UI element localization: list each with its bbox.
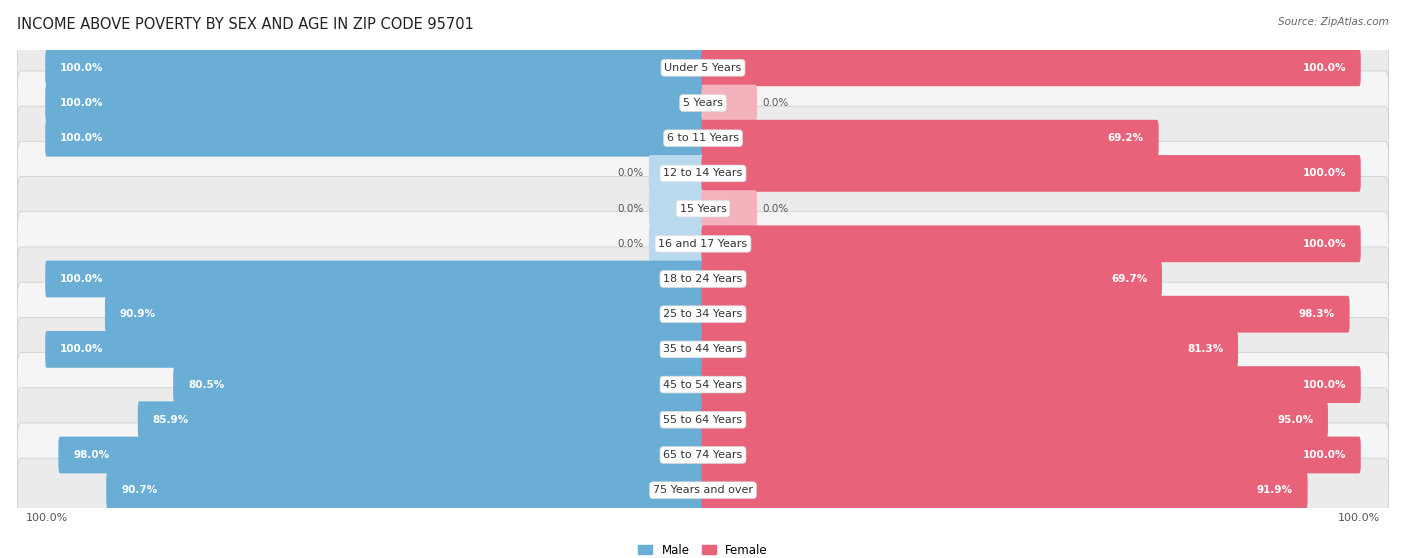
FancyBboxPatch shape bbox=[702, 85, 756, 122]
Text: 5 Years: 5 Years bbox=[683, 98, 723, 108]
FancyBboxPatch shape bbox=[702, 296, 1350, 333]
FancyBboxPatch shape bbox=[45, 331, 704, 368]
Text: 100.0%: 100.0% bbox=[1302, 450, 1346, 460]
FancyBboxPatch shape bbox=[17, 36, 1389, 100]
Text: 15 Years: 15 Years bbox=[679, 204, 727, 214]
FancyBboxPatch shape bbox=[45, 85, 704, 122]
FancyBboxPatch shape bbox=[17, 458, 1389, 522]
FancyBboxPatch shape bbox=[650, 190, 704, 227]
Text: 100.0%: 100.0% bbox=[1302, 169, 1346, 179]
Text: 0.0%: 0.0% bbox=[617, 204, 644, 214]
Text: 80.5%: 80.5% bbox=[188, 379, 224, 389]
Text: 100.0%: 100.0% bbox=[60, 133, 104, 143]
Text: 55 to 64 Years: 55 to 64 Years bbox=[664, 415, 742, 425]
Text: 0.0%: 0.0% bbox=[617, 169, 644, 179]
Text: 75 Years and over: 75 Years and over bbox=[652, 485, 754, 495]
FancyBboxPatch shape bbox=[17, 388, 1389, 452]
Text: 81.3%: 81.3% bbox=[1187, 344, 1223, 354]
Text: 90.7%: 90.7% bbox=[121, 485, 157, 495]
Text: 45 to 54 Years: 45 to 54 Years bbox=[664, 379, 742, 389]
FancyBboxPatch shape bbox=[702, 120, 1159, 157]
FancyBboxPatch shape bbox=[702, 472, 1308, 508]
Legend: Male, Female: Male, Female bbox=[634, 539, 772, 558]
FancyBboxPatch shape bbox=[17, 282, 1389, 346]
Text: Under 5 Years: Under 5 Years bbox=[665, 63, 741, 73]
Text: 100.0%: 100.0% bbox=[60, 344, 104, 354]
FancyBboxPatch shape bbox=[138, 401, 704, 438]
Text: 35 to 44 Years: 35 to 44 Years bbox=[664, 344, 742, 354]
FancyBboxPatch shape bbox=[17, 71, 1389, 135]
Text: 6 to 11 Years: 6 to 11 Years bbox=[666, 133, 740, 143]
FancyBboxPatch shape bbox=[702, 331, 1239, 368]
Text: 100.0%: 100.0% bbox=[1302, 63, 1346, 73]
Text: 12 to 14 Years: 12 to 14 Years bbox=[664, 169, 742, 179]
FancyBboxPatch shape bbox=[59, 436, 704, 473]
Text: 69.2%: 69.2% bbox=[1108, 133, 1144, 143]
FancyBboxPatch shape bbox=[17, 141, 1389, 205]
Text: 100.0%: 100.0% bbox=[1302, 239, 1346, 249]
FancyBboxPatch shape bbox=[17, 353, 1389, 417]
Text: 100.0%: 100.0% bbox=[60, 63, 104, 73]
Text: 100.0%: 100.0% bbox=[60, 274, 104, 284]
FancyBboxPatch shape bbox=[173, 366, 704, 403]
FancyBboxPatch shape bbox=[17, 423, 1389, 487]
Text: 25 to 34 Years: 25 to 34 Years bbox=[664, 309, 742, 319]
Text: 18 to 24 Years: 18 to 24 Years bbox=[664, 274, 742, 284]
FancyBboxPatch shape bbox=[17, 318, 1389, 382]
Text: 100.0%: 100.0% bbox=[60, 98, 104, 108]
Text: 98.3%: 98.3% bbox=[1299, 309, 1334, 319]
Text: 0.0%: 0.0% bbox=[762, 98, 789, 108]
FancyBboxPatch shape bbox=[702, 190, 756, 227]
Text: 100.0%: 100.0% bbox=[1302, 379, 1346, 389]
FancyBboxPatch shape bbox=[702, 261, 1161, 297]
FancyBboxPatch shape bbox=[702, 401, 1327, 438]
FancyBboxPatch shape bbox=[17, 212, 1389, 276]
FancyBboxPatch shape bbox=[17, 176, 1389, 240]
FancyBboxPatch shape bbox=[45, 50, 704, 86]
Text: 0.0%: 0.0% bbox=[617, 239, 644, 249]
FancyBboxPatch shape bbox=[17, 247, 1389, 311]
FancyBboxPatch shape bbox=[650, 225, 704, 262]
FancyBboxPatch shape bbox=[650, 155, 704, 192]
Text: 16 and 17 Years: 16 and 17 Years bbox=[658, 239, 748, 249]
FancyBboxPatch shape bbox=[702, 155, 1361, 192]
FancyBboxPatch shape bbox=[702, 225, 1361, 262]
FancyBboxPatch shape bbox=[45, 261, 704, 297]
FancyBboxPatch shape bbox=[702, 436, 1361, 473]
FancyBboxPatch shape bbox=[17, 106, 1389, 170]
Text: 0.0%: 0.0% bbox=[762, 204, 789, 214]
Text: 85.9%: 85.9% bbox=[152, 415, 188, 425]
Text: Source: ZipAtlas.com: Source: ZipAtlas.com bbox=[1278, 17, 1389, 27]
Text: 95.0%: 95.0% bbox=[1277, 415, 1313, 425]
Text: 65 to 74 Years: 65 to 74 Years bbox=[664, 450, 742, 460]
Text: 98.0%: 98.0% bbox=[73, 450, 110, 460]
Text: INCOME ABOVE POVERTY BY SEX AND AGE IN ZIP CODE 95701: INCOME ABOVE POVERTY BY SEX AND AGE IN Z… bbox=[17, 17, 474, 32]
FancyBboxPatch shape bbox=[702, 50, 1361, 86]
FancyBboxPatch shape bbox=[105, 296, 704, 333]
Text: 91.9%: 91.9% bbox=[1257, 485, 1294, 495]
FancyBboxPatch shape bbox=[702, 366, 1361, 403]
FancyBboxPatch shape bbox=[107, 472, 704, 508]
Text: 90.9%: 90.9% bbox=[120, 309, 156, 319]
FancyBboxPatch shape bbox=[45, 120, 704, 157]
Text: 69.7%: 69.7% bbox=[1111, 274, 1147, 284]
